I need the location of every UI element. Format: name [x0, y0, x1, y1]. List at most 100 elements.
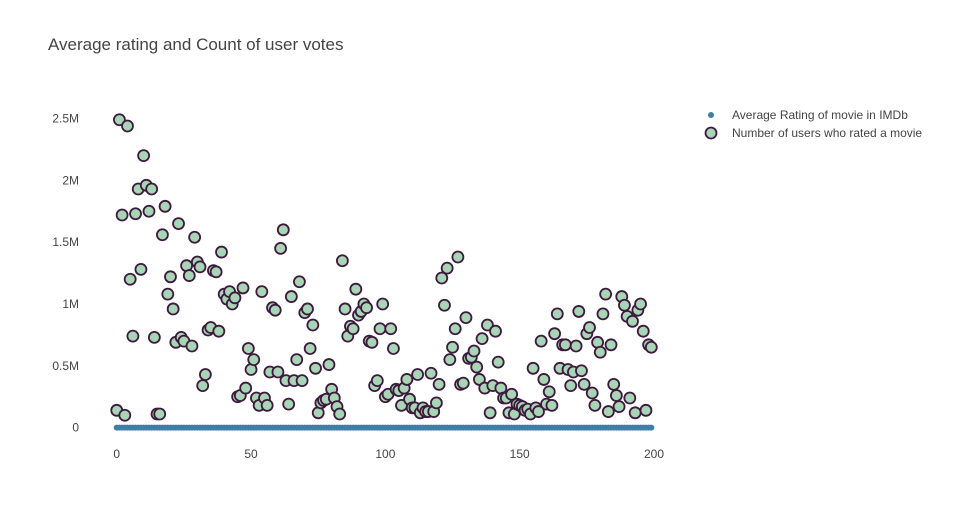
votes-point[interactable]: [612, 400, 626, 414]
votes-point[interactable]: [290, 353, 304, 367]
votes-point[interactable]: [577, 377, 591, 391]
votes-point[interactable]: [370, 374, 384, 388]
votes-point[interactable]: [196, 379, 210, 393]
votes-point[interactable]: [134, 262, 148, 276]
votes-point[interactable]: [188, 230, 202, 244]
votes-point[interactable]: [164, 270, 177, 284]
votes-point[interactable]: [588, 398, 602, 412]
votes-point[interactable]: [572, 305, 586, 318]
votes-point[interactable]: [456, 376, 470, 390]
votes-point[interactable]: [185, 339, 199, 353]
votes-point[interactable]: [575, 364, 588, 378]
votes-point[interactable]: [255, 285, 269, 299]
votes-point[interactable]: [198, 368, 212, 381]
votes-point[interactable]: [153, 407, 167, 421]
votes-point[interactable]: [126, 329, 140, 343]
votes-point[interactable]: [537, 373, 551, 386]
votes-point[interactable]: [438, 298, 451, 312]
votes-point[interactable]: [604, 338, 618, 352]
votes-point[interactable]: [137, 149, 151, 163]
votes-point[interactable]: [446, 340, 459, 354]
votes-point[interactable]: [607, 377, 621, 391]
votes-point[interactable]: [542, 385, 556, 399]
votes-point[interactable]: [534, 334, 548, 348]
votes-point[interactable]: [215, 245, 228, 259]
votes-point[interactable]: [268, 303, 282, 317]
votes-point[interactable]: [158, 199, 172, 213]
votes-point[interactable]: [335, 254, 349, 268]
votes-point[interactable]: [483, 406, 497, 420]
votes-point[interactable]: [545, 398, 559, 412]
votes-point[interactable]: [121, 119, 134, 133]
votes-point[interactable]: [585, 386, 599, 400]
votes-point[interactable]: [172, 217, 185, 231]
votes-point[interactable]: [239, 381, 253, 395]
votes-point[interactable]: [564, 379, 578, 393]
votes-point[interactable]: [322, 358, 336, 371]
votes-point[interactable]: [346, 322, 360, 336]
votes-point[interactable]: [601, 405, 615, 418]
votes-point[interactable]: [634, 297, 647, 311]
votes-point[interactable]: [569, 339, 583, 353]
votes-point[interactable]: [338, 302, 352, 316]
votes-point[interactable]: [282, 397, 296, 411]
votes-point[interactable]: [303, 342, 317, 355]
votes-point[interactable]: [228, 291, 242, 305]
votes-point[interactable]: [558, 338, 572, 352]
votes-point[interactable]: [156, 228, 169, 242]
votes-point[interactable]: [548, 327, 562, 341]
votes-point[interactable]: [384, 322, 398, 336]
votes-point[interactable]: [583, 321, 596, 334]
legend-item-rating[interactable]: Average Rating of movie in IMDb: [708, 108, 908, 122]
votes-point[interactable]: [470, 360, 484, 374]
votes-point[interactable]: [639, 403, 653, 417]
votes-point[interactable]: [376, 297, 390, 311]
votes-point[interactable]: [365, 335, 379, 349]
votes-point[interactable]: [293, 275, 306, 289]
votes-point[interactable]: [623, 391, 637, 405]
votes-point[interactable]: [550, 307, 564, 321]
votes-point[interactable]: [147, 330, 161, 344]
votes-point[interactable]: [411, 368, 425, 381]
votes-point[interactable]: [161, 287, 175, 301]
votes-point[interactable]: [247, 353, 261, 367]
votes-point[interactable]: [467, 344, 481, 358]
votes-point[interactable]: [599, 287, 613, 301]
votes-point[interactable]: [349, 282, 363, 296]
votes-point[interactable]: [301, 302, 314, 316]
votes-point[interactable]: [284, 290, 298, 303]
votes-point[interactable]: [440, 261, 454, 275]
votes-point[interactable]: [166, 302, 180, 316]
votes-point[interactable]: [618, 298, 631, 312]
votes-point[interactable]: [306, 318, 320, 332]
votes-point[interactable]: [145, 182, 159, 196]
votes-point[interactable]: [596, 307, 610, 321]
votes-point[interactable]: [644, 340, 658, 354]
votes-point[interactable]: [424, 366, 438, 380]
votes-point[interactable]: [636, 324, 650, 338]
votes-point[interactable]: [448, 322, 462, 336]
votes-point[interactable]: [182, 269, 196, 282]
rating-point[interactable]: [648, 424, 655, 431]
legend-item-votes[interactable]: Number of users who rated a movie: [704, 126, 923, 140]
votes-point[interactable]: [475, 332, 489, 346]
votes-point[interactable]: [435, 271, 449, 285]
votes-point[interactable]: [626, 314, 639, 328]
votes-point[interactable]: [532, 405, 545, 418]
votes-point[interactable]: [212, 324, 226, 338]
votes-point[interactable]: [115, 208, 129, 222]
votes-point[interactable]: [526, 361, 540, 375]
votes-point[interactable]: [276, 223, 290, 237]
votes-point[interactable]: [451, 250, 465, 264]
votes-point[interactable]: [129, 207, 142, 221]
votes-point[interactable]: [491, 355, 505, 369]
votes-point[interactable]: [628, 406, 642, 420]
votes-point[interactable]: [387, 342, 400, 355]
votes-point[interactable]: [295, 374, 309, 388]
votes-point[interactable]: [400, 373, 414, 386]
votes-point[interactable]: [123, 272, 137, 286]
votes-point[interactable]: [241, 342, 255, 355]
votes-point[interactable]: [489, 324, 502, 338]
votes-point[interactable]: [236, 281, 250, 295]
votes-point[interactable]: [593, 345, 607, 359]
